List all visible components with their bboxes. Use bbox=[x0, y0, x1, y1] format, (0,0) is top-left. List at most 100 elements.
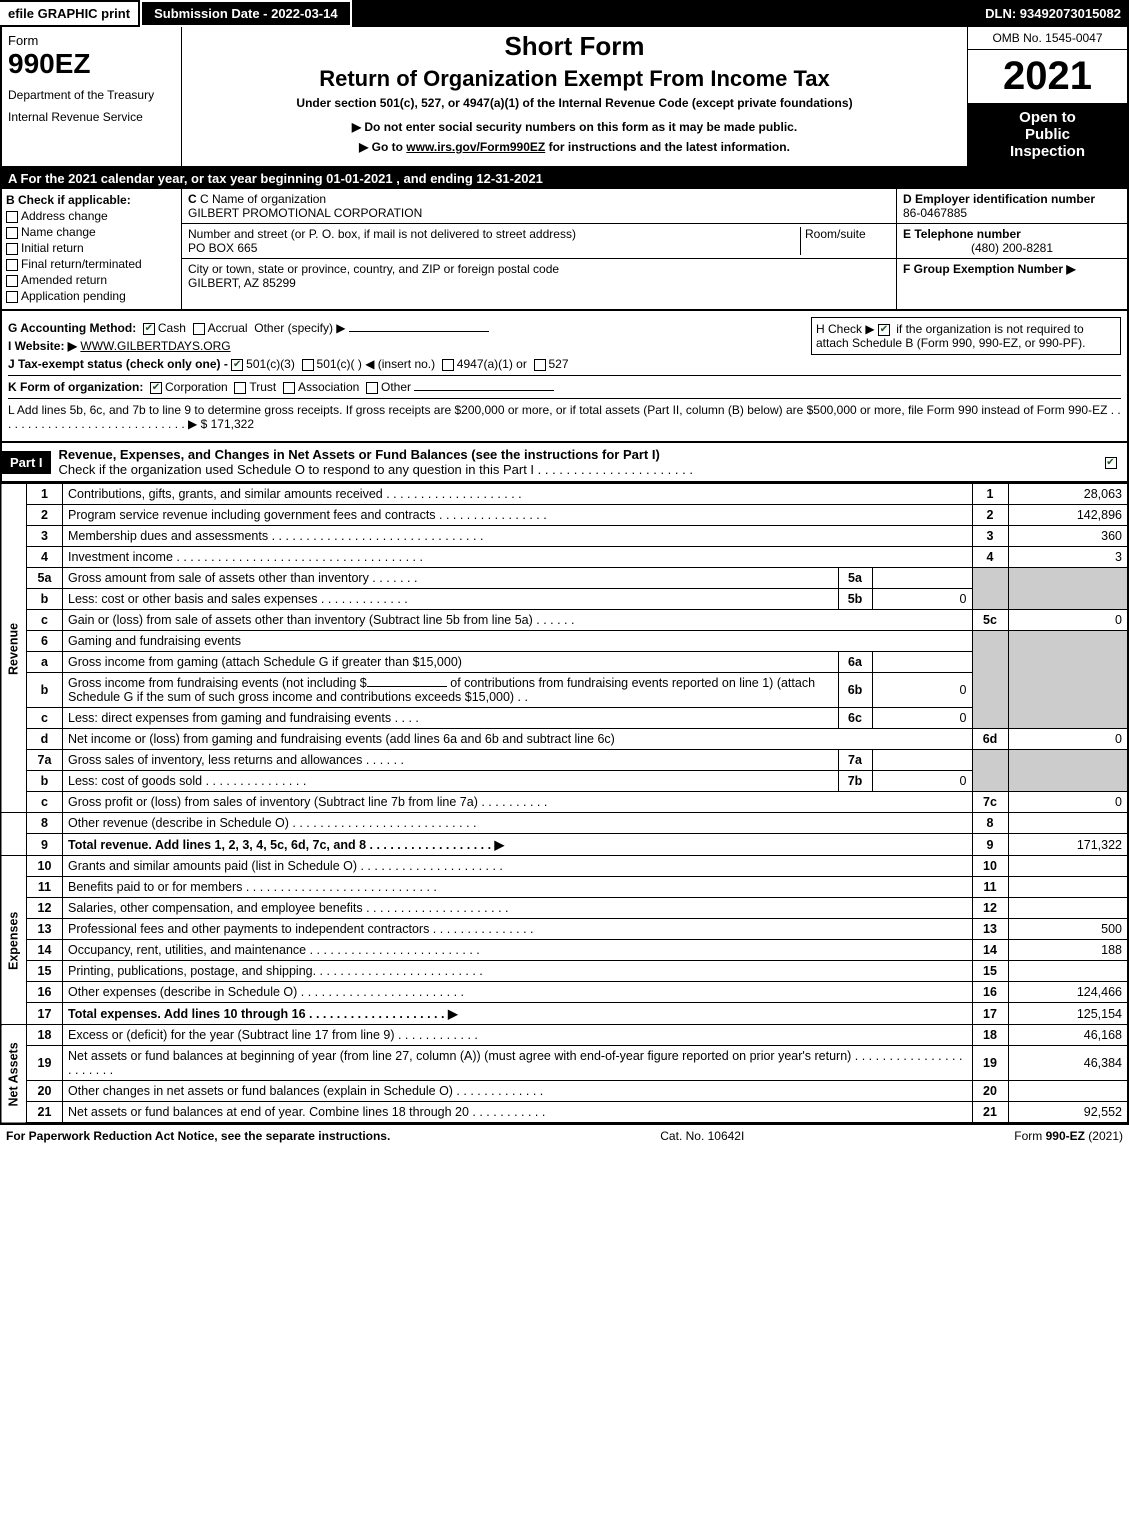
line-7b: bLess: cost of goods sold . . . . . . . … bbox=[1, 771, 1128, 792]
cb-association[interactable] bbox=[283, 382, 295, 394]
city: GILBERT, AZ 85299 bbox=[188, 276, 890, 290]
form-number: 990EZ bbox=[8, 48, 175, 80]
short-form-title: Short Form bbox=[186, 31, 963, 62]
header-center: Short Form Return of Organization Exempt… bbox=[182, 27, 967, 166]
section-b: B Check if applicable: Address change Na… bbox=[2, 189, 182, 309]
header-right: OMB No. 1545-0047 2021 Open to Public In… bbox=[967, 27, 1127, 166]
j-label: J Tax-exempt status (check only one) - bbox=[8, 357, 231, 371]
sidebar-expenses: Expenses bbox=[1, 856, 27, 1025]
k-label: K Form of organization: bbox=[8, 380, 143, 394]
group-exemption-label: F Group Exemption Number ▶ bbox=[903, 262, 1076, 276]
cb-501c3[interactable] bbox=[231, 359, 243, 371]
line-15: 15Printing, publications, postage, and s… bbox=[1, 961, 1128, 982]
line-6b: bGross income from fundraising events (n… bbox=[1, 673, 1128, 708]
cb-other-org[interactable] bbox=[366, 382, 378, 394]
k-other: Other bbox=[381, 380, 411, 394]
goto-pre: ▶ Go to bbox=[359, 140, 406, 154]
line-20: 20Other changes in net assets or fund ba… bbox=[1, 1081, 1128, 1102]
return-title: Return of Organization Exempt From Incom… bbox=[186, 66, 963, 92]
line-17: 17Total expenses. Add lines 10 through 1… bbox=[1, 1003, 1128, 1025]
line-1: Revenue 1Contributions, gifts, grants, a… bbox=[1, 484, 1128, 505]
website-value[interactable]: WWW.GILBERTDAYS.ORG bbox=[80, 339, 230, 353]
section-de: D Employer identification number 86-0467… bbox=[897, 189, 1127, 309]
cb-corporation[interactable] bbox=[150, 382, 162, 394]
line-6c: cLess: direct expenses from gaming and f… bbox=[1, 708, 1128, 729]
section-k: K Form of organization: Corporation Trus… bbox=[8, 375, 1121, 394]
cb-schedule-o-part1[interactable] bbox=[1105, 457, 1117, 469]
street: PO BOX 665 bbox=[188, 241, 800, 255]
cb-accrual[interactable] bbox=[193, 323, 205, 335]
cb-address-change[interactable]: Address change bbox=[6, 209, 177, 223]
footer-right: Form 990-EZ (2021) bbox=[1014, 1129, 1123, 1143]
cb-cash[interactable] bbox=[143, 323, 155, 335]
top-bar: efile GRAPHIC print Submission Date - 20… bbox=[0, 0, 1129, 27]
phone-label: E Telephone number bbox=[903, 227, 1021, 241]
line-7c: cGross profit or (loss) from sales of in… bbox=[1, 792, 1128, 813]
open-line3: Inspection bbox=[974, 143, 1121, 160]
line-18: Net Assets 18Excess or (deficit) for the… bbox=[1, 1025, 1128, 1046]
section-j: J Tax-exempt status (check only one) - 5… bbox=[8, 357, 1121, 371]
k-trust: Trust bbox=[249, 380, 276, 394]
line-3: 3Membership dues and assessments . . . .… bbox=[1, 526, 1128, 547]
cb-final-return[interactable]: Final return/terminated bbox=[6, 257, 177, 271]
part1-header-row: Part I Revenue, Expenses, and Changes in… bbox=[0, 443, 1129, 483]
ein-value: 86-0467885 bbox=[903, 206, 1121, 220]
cb-527[interactable] bbox=[534, 359, 546, 371]
lines-table: Revenue 1Contributions, gifts, grants, a… bbox=[0, 483, 1129, 1124]
line-2: 2Program service revenue including gover… bbox=[1, 505, 1128, 526]
goto-instructions: ▶ Go to www.irs.gov/Form990EZ for instru… bbox=[186, 140, 963, 154]
j-4947a1: 4947(a)(1) or bbox=[457, 357, 527, 371]
line-10: Expenses 10Grants and similar amounts pa… bbox=[1, 856, 1128, 877]
page-footer: For Paperwork Reduction Act Notice, see … bbox=[0, 1124, 1129, 1147]
section-h: H Check ▶ if the organization is not req… bbox=[811, 317, 1121, 355]
header-left: Form 990EZ Department of the Treasury In… bbox=[2, 27, 182, 166]
meta-rows: H Check ▶ if the organization is not req… bbox=[0, 311, 1129, 443]
dept-treasury: Department of the Treasury bbox=[8, 88, 175, 102]
line-8: 8Other revenue (describe in Schedule O) … bbox=[1, 813, 1128, 834]
k-other-input[interactable] bbox=[414, 390, 554, 391]
form-header: Form 990EZ Department of the Treasury In… bbox=[0, 27, 1129, 168]
info-block: B Check if applicable: Address change Na… bbox=[0, 189, 1129, 311]
l-value: 171,322 bbox=[211, 417, 254, 431]
h-text1: H Check ▶ bbox=[816, 322, 878, 336]
line-14: 14Occupancy, rent, utilities, and mainte… bbox=[1, 940, 1128, 961]
cb-name-change[interactable]: Name change bbox=[6, 225, 177, 239]
efile-print-label[interactable]: efile GRAPHIC print bbox=[0, 2, 138, 25]
cb-application-pending[interactable]: Application pending bbox=[6, 289, 177, 303]
g-accrual: Accrual bbox=[208, 321, 248, 335]
section-c: C C Name of organization GILBERT PROMOTI… bbox=[182, 189, 897, 309]
cb-4947a1[interactable] bbox=[442, 359, 454, 371]
part1-check-text: Check if the organization used Schedule … bbox=[59, 462, 693, 477]
i-label: I Website: ▶ bbox=[8, 339, 77, 353]
under-section: Under section 501(c), 527, or 4947(a)(1)… bbox=[186, 96, 963, 110]
line-21: 21Net assets or fund balances at end of … bbox=[1, 1102, 1128, 1124]
tax-year: 2021 bbox=[968, 50, 1127, 103]
line-7a: 7aGross sales of inventory, less returns… bbox=[1, 750, 1128, 771]
omb-number: OMB No. 1545-0047 bbox=[968, 27, 1127, 50]
cb-501c[interactable] bbox=[302, 359, 314, 371]
footer-left: For Paperwork Reduction Act Notice, see … bbox=[6, 1129, 390, 1143]
k-assoc: Association bbox=[298, 380, 359, 394]
cb-schedule-b-not-required[interactable] bbox=[878, 324, 890, 336]
cb-initial-return[interactable]: Initial return bbox=[6, 241, 177, 255]
section-b-title: B Check if applicable: bbox=[6, 193, 131, 207]
line-4: 4Investment income . . . . . . . . . . .… bbox=[1, 547, 1128, 568]
line-5a: 5aGross amount from sale of assets other… bbox=[1, 568, 1128, 589]
cb-amended-return[interactable]: Amended return bbox=[6, 273, 177, 287]
section-l: L Add lines 5b, 6c, and 7b to line 9 to … bbox=[8, 398, 1121, 431]
line-6a: aGross income from gaming (attach Schedu… bbox=[1, 652, 1128, 673]
g-cash: Cash bbox=[158, 321, 186, 335]
line-13: 13Professional fees and other payments t… bbox=[1, 919, 1128, 940]
city-label: City or town, state or province, country… bbox=[188, 262, 890, 276]
line-5c: cGain or (loss) from sale of assets othe… bbox=[1, 610, 1128, 631]
part1-title: Revenue, Expenses, and Changes in Net As… bbox=[51, 443, 1097, 481]
goto-post: for instructions and the latest informat… bbox=[545, 140, 790, 154]
line-12: 12Salaries, other compensation, and empl… bbox=[1, 898, 1128, 919]
dept-irs: Internal Revenue Service bbox=[8, 110, 175, 124]
open-line1: Open to bbox=[974, 109, 1121, 126]
g-other: Other (specify) ▶ bbox=[254, 321, 345, 335]
g-other-input[interactable] bbox=[349, 331, 489, 332]
ein-label: D Employer identification number bbox=[903, 192, 1095, 206]
goto-link[interactable]: www.irs.gov/Form990EZ bbox=[406, 140, 545, 154]
cb-trust[interactable] bbox=[234, 382, 246, 394]
